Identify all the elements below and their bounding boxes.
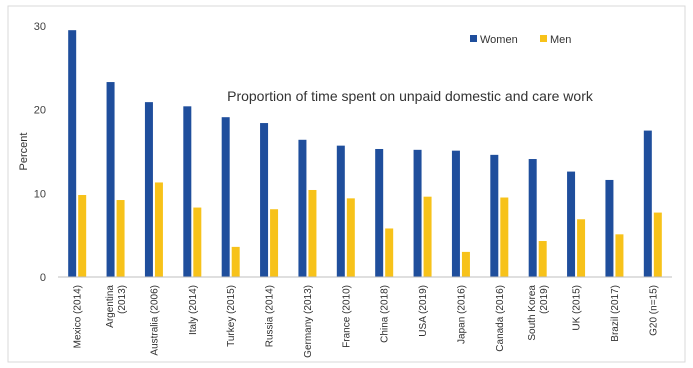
x-tick-label-group: South Korea (2019) xyxy=(527,285,550,341)
x-tick-label-group: G20 (n=15) xyxy=(648,285,659,336)
x-tick-label: France (2010) xyxy=(341,285,352,348)
bar-men xyxy=(154,182,163,277)
bar-women xyxy=(375,148,384,277)
bar-men xyxy=(308,189,317,277)
x-tick-label: Russia (2014) xyxy=(265,285,276,347)
chart-title: Proportion of time spent on unpaid domes… xyxy=(227,88,594,104)
x-tick-label-group: UK (2015) xyxy=(572,285,583,331)
bar-men xyxy=(653,212,662,277)
x-tick-label-group: Australia (2006) xyxy=(149,285,160,356)
bar-women xyxy=(528,159,537,277)
bar-men xyxy=(270,209,279,277)
bar-women xyxy=(221,117,230,278)
x-tick-label: Japan (2016) xyxy=(456,285,467,344)
bars xyxy=(68,30,662,278)
bar-men xyxy=(78,195,87,277)
y-axis-title: Percent xyxy=(18,133,30,171)
x-tick-label-group: Canada (2016) xyxy=(495,285,506,352)
x-tick-label-group: Brazil (2017) xyxy=(610,285,621,342)
x-tick-label-group: Mexico (2014) xyxy=(73,285,84,348)
bar-men xyxy=(538,241,547,277)
bar-men xyxy=(500,197,509,277)
x-tick-label: Germany (2013) xyxy=(303,285,314,358)
x-tick-label: Brazil (2017) xyxy=(610,285,621,342)
bar-women xyxy=(144,102,153,278)
x-tick-label: G20 (n=15) xyxy=(648,285,659,336)
bar-women xyxy=(106,82,115,277)
y-tick-label: 30 xyxy=(34,21,46,33)
y-axis: 0 10 20 30 xyxy=(34,21,46,284)
y-tick-label: 20 xyxy=(34,105,46,117)
x-tick-label-group: France (2010) xyxy=(341,285,352,348)
bar-men xyxy=(423,196,432,277)
bar-women xyxy=(183,106,192,277)
bar-men xyxy=(193,207,202,277)
bar-men xyxy=(231,246,240,277)
x-tick-label: Australia (2006) xyxy=(149,285,160,356)
x-tick-label: (2019) xyxy=(539,285,550,314)
bar-men xyxy=(615,234,624,277)
x-tick-label: Mexico (2014) xyxy=(73,285,84,348)
x-tick-label-group: Japan (2016) xyxy=(456,285,467,344)
bar-women xyxy=(260,123,269,277)
bar-men xyxy=(346,198,355,277)
x-tick-label: Argentina xyxy=(105,285,116,328)
bar-men xyxy=(577,219,586,277)
bar-men xyxy=(385,228,394,277)
legend-label-men: Men xyxy=(550,34,571,46)
bar-women xyxy=(643,130,652,277)
x-tick-label: (2013) xyxy=(117,285,128,314)
bar-men xyxy=(461,251,470,277)
x-tick-label-group: Argentina (2013) xyxy=(105,285,128,328)
x-tick-label: UK (2015) xyxy=(572,285,583,331)
x-tick-label: Italy (2014) xyxy=(188,285,199,335)
x-tick-label: Turkey (2015) xyxy=(226,285,237,347)
x-tick-label: USA (2019) xyxy=(418,285,429,337)
x-tick-label-group: Russia (2014) xyxy=(265,285,276,347)
x-tick-label-group: USA (2019) xyxy=(418,285,429,337)
bar-women xyxy=(68,30,77,277)
bar-women xyxy=(605,179,614,277)
legend-label-women: Women xyxy=(480,34,518,46)
x-tick-label-group: Germany (2013) xyxy=(303,285,314,358)
x-tick-label: China (2018) xyxy=(380,285,391,343)
legend: Women Men xyxy=(470,34,571,46)
bar-women xyxy=(451,150,460,277)
bar-women xyxy=(567,171,576,277)
bar-women xyxy=(413,149,422,277)
bar-men xyxy=(116,200,125,277)
x-tick-label-group: Italy (2014) xyxy=(188,285,199,335)
x-axis-labels: Mexico (2014) Argentina (2013) Australia (2… xyxy=(73,285,660,358)
bar-women xyxy=(336,145,345,277)
y-tick-label: 0 xyxy=(40,272,46,284)
x-tick-label: South Korea xyxy=(527,285,538,341)
x-tick-label: Canada (2016) xyxy=(495,285,506,352)
bar-women xyxy=(490,154,499,277)
legend-swatch-women xyxy=(470,35,477,42)
y-tick-label: 10 xyxy=(34,188,46,200)
x-tick-label-group: Turkey (2015) xyxy=(226,285,237,347)
legend-swatch-men xyxy=(540,35,547,42)
bar-women xyxy=(298,139,307,277)
x-tick-label-group: China (2018) xyxy=(380,285,391,343)
